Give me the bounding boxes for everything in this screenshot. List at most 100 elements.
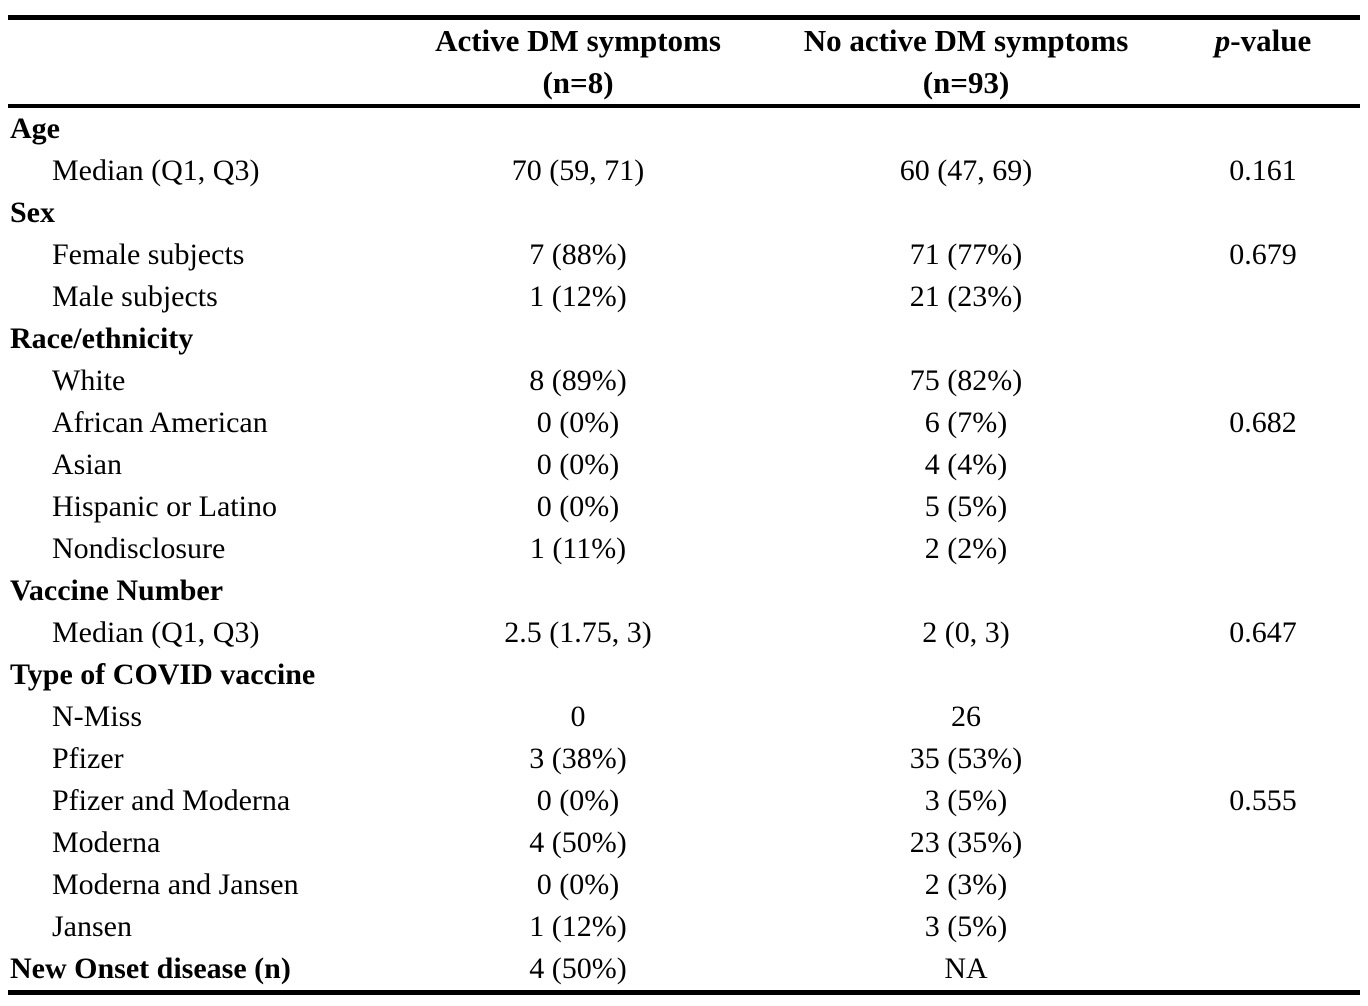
table-row-moderna-and-jansen: Moderna and Jansen 0 (0%) 2 (3%) bbox=[8, 864, 1360, 906]
cell-no-active: 4 (4%) bbox=[924, 448, 1008, 481]
cell-active bbox=[390, 570, 766, 612]
cell-p-value bbox=[1166, 192, 1360, 234]
cell-no-active bbox=[766, 570, 1166, 612]
cell-active: 0 (0%) bbox=[536, 784, 620, 817]
cell-no-active bbox=[766, 318, 1166, 360]
table-row-african-american: African American 0 (0%) 6 (7%) 0.682 bbox=[8, 402, 1360, 444]
row-label: Hispanic or Latino bbox=[52, 490, 277, 523]
table-row-vaccine-number: Vaccine Number bbox=[8, 570, 1360, 612]
table-row-asian: Asian 0 (0%) 4 (4%) bbox=[8, 444, 1360, 486]
row-label: Type of COVID vaccine bbox=[10, 658, 316, 691]
p-value-rest: -value bbox=[1230, 23, 1312, 58]
cell-no-active: 26 bbox=[951, 700, 981, 733]
table-row-age: Age bbox=[8, 106, 1360, 150]
header-active-dm-line1: Active DM symptoms bbox=[435, 23, 721, 58]
cell-active: 70 (59, 71) bbox=[511, 154, 645, 187]
row-label: Vaccine Number bbox=[10, 574, 224, 607]
cell-p-value bbox=[1166, 864, 1360, 906]
cell-no-active: 3 (5%) bbox=[924, 784, 1008, 817]
cell-no-active bbox=[766, 192, 1166, 234]
row-label: Median (Q1, Q3) bbox=[52, 616, 260, 649]
cell-p-value: 0.647 bbox=[1229, 616, 1297, 649]
cell-no-active: 2 (0, 3) bbox=[922, 616, 1010, 649]
cell-no-active: 71 (77%) bbox=[909, 238, 1023, 271]
cell-p-value bbox=[1166, 654, 1360, 696]
cell-no-active bbox=[766, 654, 1166, 696]
row-label: African American bbox=[52, 406, 268, 439]
cell-p-value bbox=[1166, 822, 1360, 864]
cell-no-active: 5 (5%) bbox=[924, 490, 1008, 523]
cell-no-active: 75 (82%) bbox=[909, 364, 1023, 397]
cell-active bbox=[390, 192, 766, 234]
row-label: White bbox=[52, 364, 126, 397]
row-label: Jansen bbox=[52, 910, 132, 943]
row-label: Age bbox=[10, 112, 60, 145]
cell-no-active bbox=[766, 106, 1166, 150]
header-no-active-dm-n: (n=93) bbox=[922, 65, 1010, 100]
cell-p-value bbox=[1166, 444, 1360, 486]
cell-active: 1 (11%) bbox=[529, 532, 627, 565]
cell-no-active: 3 (5%) bbox=[924, 910, 1008, 943]
cell-active: 1 (12%) bbox=[529, 910, 627, 943]
table-row-new-onset-disease: New Onset disease (n) 4 (50%) NA bbox=[8, 948, 1360, 993]
header-row: Active DM symptoms (n=8) No active DM sy… bbox=[8, 17, 1360, 108]
table-row-nondisclosure: Nondisclosure 1 (11%) 2 (2%) bbox=[8, 528, 1360, 570]
cell-active: 0 (0%) bbox=[536, 448, 620, 481]
row-label: Race/ethnicity bbox=[10, 322, 194, 355]
cell-p-value: 0.161 bbox=[1229, 154, 1297, 187]
row-label: Asian bbox=[52, 448, 122, 481]
table-row-type-of-covid-vaccine: Type of COVID vaccine bbox=[8, 654, 1360, 696]
row-label: Moderna and Jansen bbox=[52, 868, 299, 901]
header-empty-cell bbox=[8, 17, 390, 108]
table-row-n-miss: N-Miss 0 26 bbox=[8, 696, 1360, 738]
table-row-hispanic-latino: Hispanic or Latino 0 (0%) 5 (5%) bbox=[8, 486, 1360, 528]
cell-active: 4 (50%) bbox=[529, 952, 627, 985]
header-active-dm: Active DM symptoms (n=8) bbox=[390, 17, 766, 108]
table-row-male-subjects: Male subjects 1 (12%) 21 (23%) bbox=[8, 276, 1360, 318]
cell-p-value: 0.679 bbox=[1229, 238, 1297, 271]
row-label: Median (Q1, Q3) bbox=[52, 154, 260, 187]
cell-active: 8 (89%) bbox=[529, 364, 627, 397]
header-no-active-dm-line1: No active DM symptoms bbox=[803, 23, 1129, 58]
table-row-pfizer-and-moderna: Pfizer and Moderna 0 (0%) 3 (5%) 0.555 bbox=[8, 780, 1360, 822]
cell-p-value bbox=[1166, 528, 1360, 570]
table-row-moderna: Moderna 4 (50%) 23 (35%) bbox=[8, 822, 1360, 864]
row-label: Pfizer bbox=[52, 742, 124, 775]
cell-no-active: 2 (3%) bbox=[924, 868, 1008, 901]
cell-active: 4 (50%) bbox=[529, 826, 627, 859]
cell-active bbox=[390, 654, 766, 696]
cell-active bbox=[390, 106, 766, 150]
cell-active: 0 (0%) bbox=[536, 490, 620, 523]
cell-active bbox=[390, 318, 766, 360]
cell-active: 0 (0%) bbox=[536, 868, 620, 901]
cell-p-value bbox=[1166, 360, 1360, 402]
cell-active: 0 bbox=[570, 700, 586, 733]
cell-no-active: NA bbox=[944, 952, 988, 985]
cell-active: 3 (38%) bbox=[529, 742, 627, 775]
row-label: Moderna bbox=[52, 826, 161, 859]
row-label: Female subjects bbox=[52, 238, 245, 271]
dm-symptoms-comparison-table: Active DM symptoms (n=8) No active DM sy… bbox=[8, 15, 1360, 995]
cell-p-value bbox=[1166, 106, 1360, 150]
row-label: New Onset disease (n) bbox=[10, 952, 291, 985]
header-p-value: p-value bbox=[1166, 17, 1360, 108]
cell-active: 1 (12%) bbox=[529, 280, 627, 313]
cell-no-active: 35 (53%) bbox=[909, 742, 1023, 775]
table-row-race-ethnicity: Race/ethnicity bbox=[8, 318, 1360, 360]
cell-p-value bbox=[1166, 906, 1360, 948]
cell-p-value: 0.555 bbox=[1229, 784, 1297, 817]
cell-active: 2.5 (1.75, 3) bbox=[504, 616, 652, 649]
cell-p-value bbox=[1166, 276, 1360, 318]
table-header: Active DM symptoms (n=8) No active DM sy… bbox=[8, 17, 1360, 108]
cell-p-value bbox=[1166, 696, 1360, 738]
row-label: N-Miss bbox=[52, 700, 143, 733]
table-row-jansen: Jansen 1 (12%) 3 (5%) bbox=[8, 906, 1360, 948]
table-row-female-subjects: Female subjects 7 (88%) 71 (77%) 0.679 bbox=[8, 234, 1360, 276]
cell-p-value bbox=[1166, 318, 1360, 360]
cell-no-active: 21 (23%) bbox=[909, 280, 1023, 313]
cell-no-active: 6 (7%) bbox=[924, 406, 1008, 439]
header-active-dm-n: (n=8) bbox=[542, 65, 614, 100]
cell-active: 0 (0%) bbox=[536, 406, 620, 439]
row-label: Nondisclosure bbox=[52, 532, 226, 565]
